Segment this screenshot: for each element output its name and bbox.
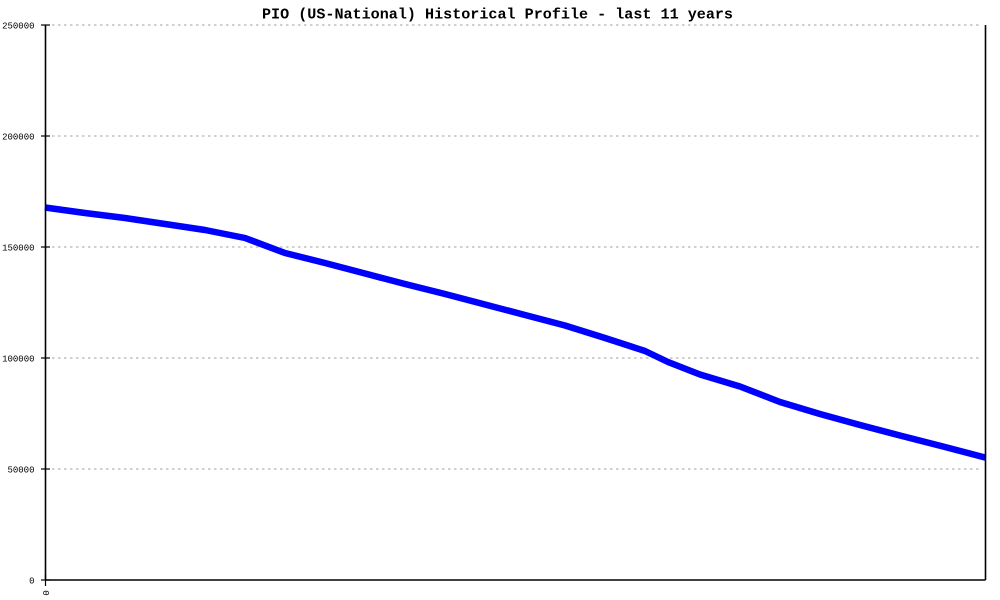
svg-text:50000: 50000 bbox=[7, 465, 34, 475]
svg-text:250000: 250000 bbox=[2, 21, 34, 31]
svg-text:PIO (US-National) Historical P: PIO (US-National) Historical Profile - l… bbox=[262, 6, 733, 24]
svg-text:200000: 200000 bbox=[2, 132, 34, 142]
svg-text:100000: 100000 bbox=[2, 354, 34, 364]
svg-text:0: 0 bbox=[40, 590, 50, 595]
svg-text:0: 0 bbox=[29, 576, 34, 586]
svg-text:150000: 150000 bbox=[2, 243, 34, 253]
